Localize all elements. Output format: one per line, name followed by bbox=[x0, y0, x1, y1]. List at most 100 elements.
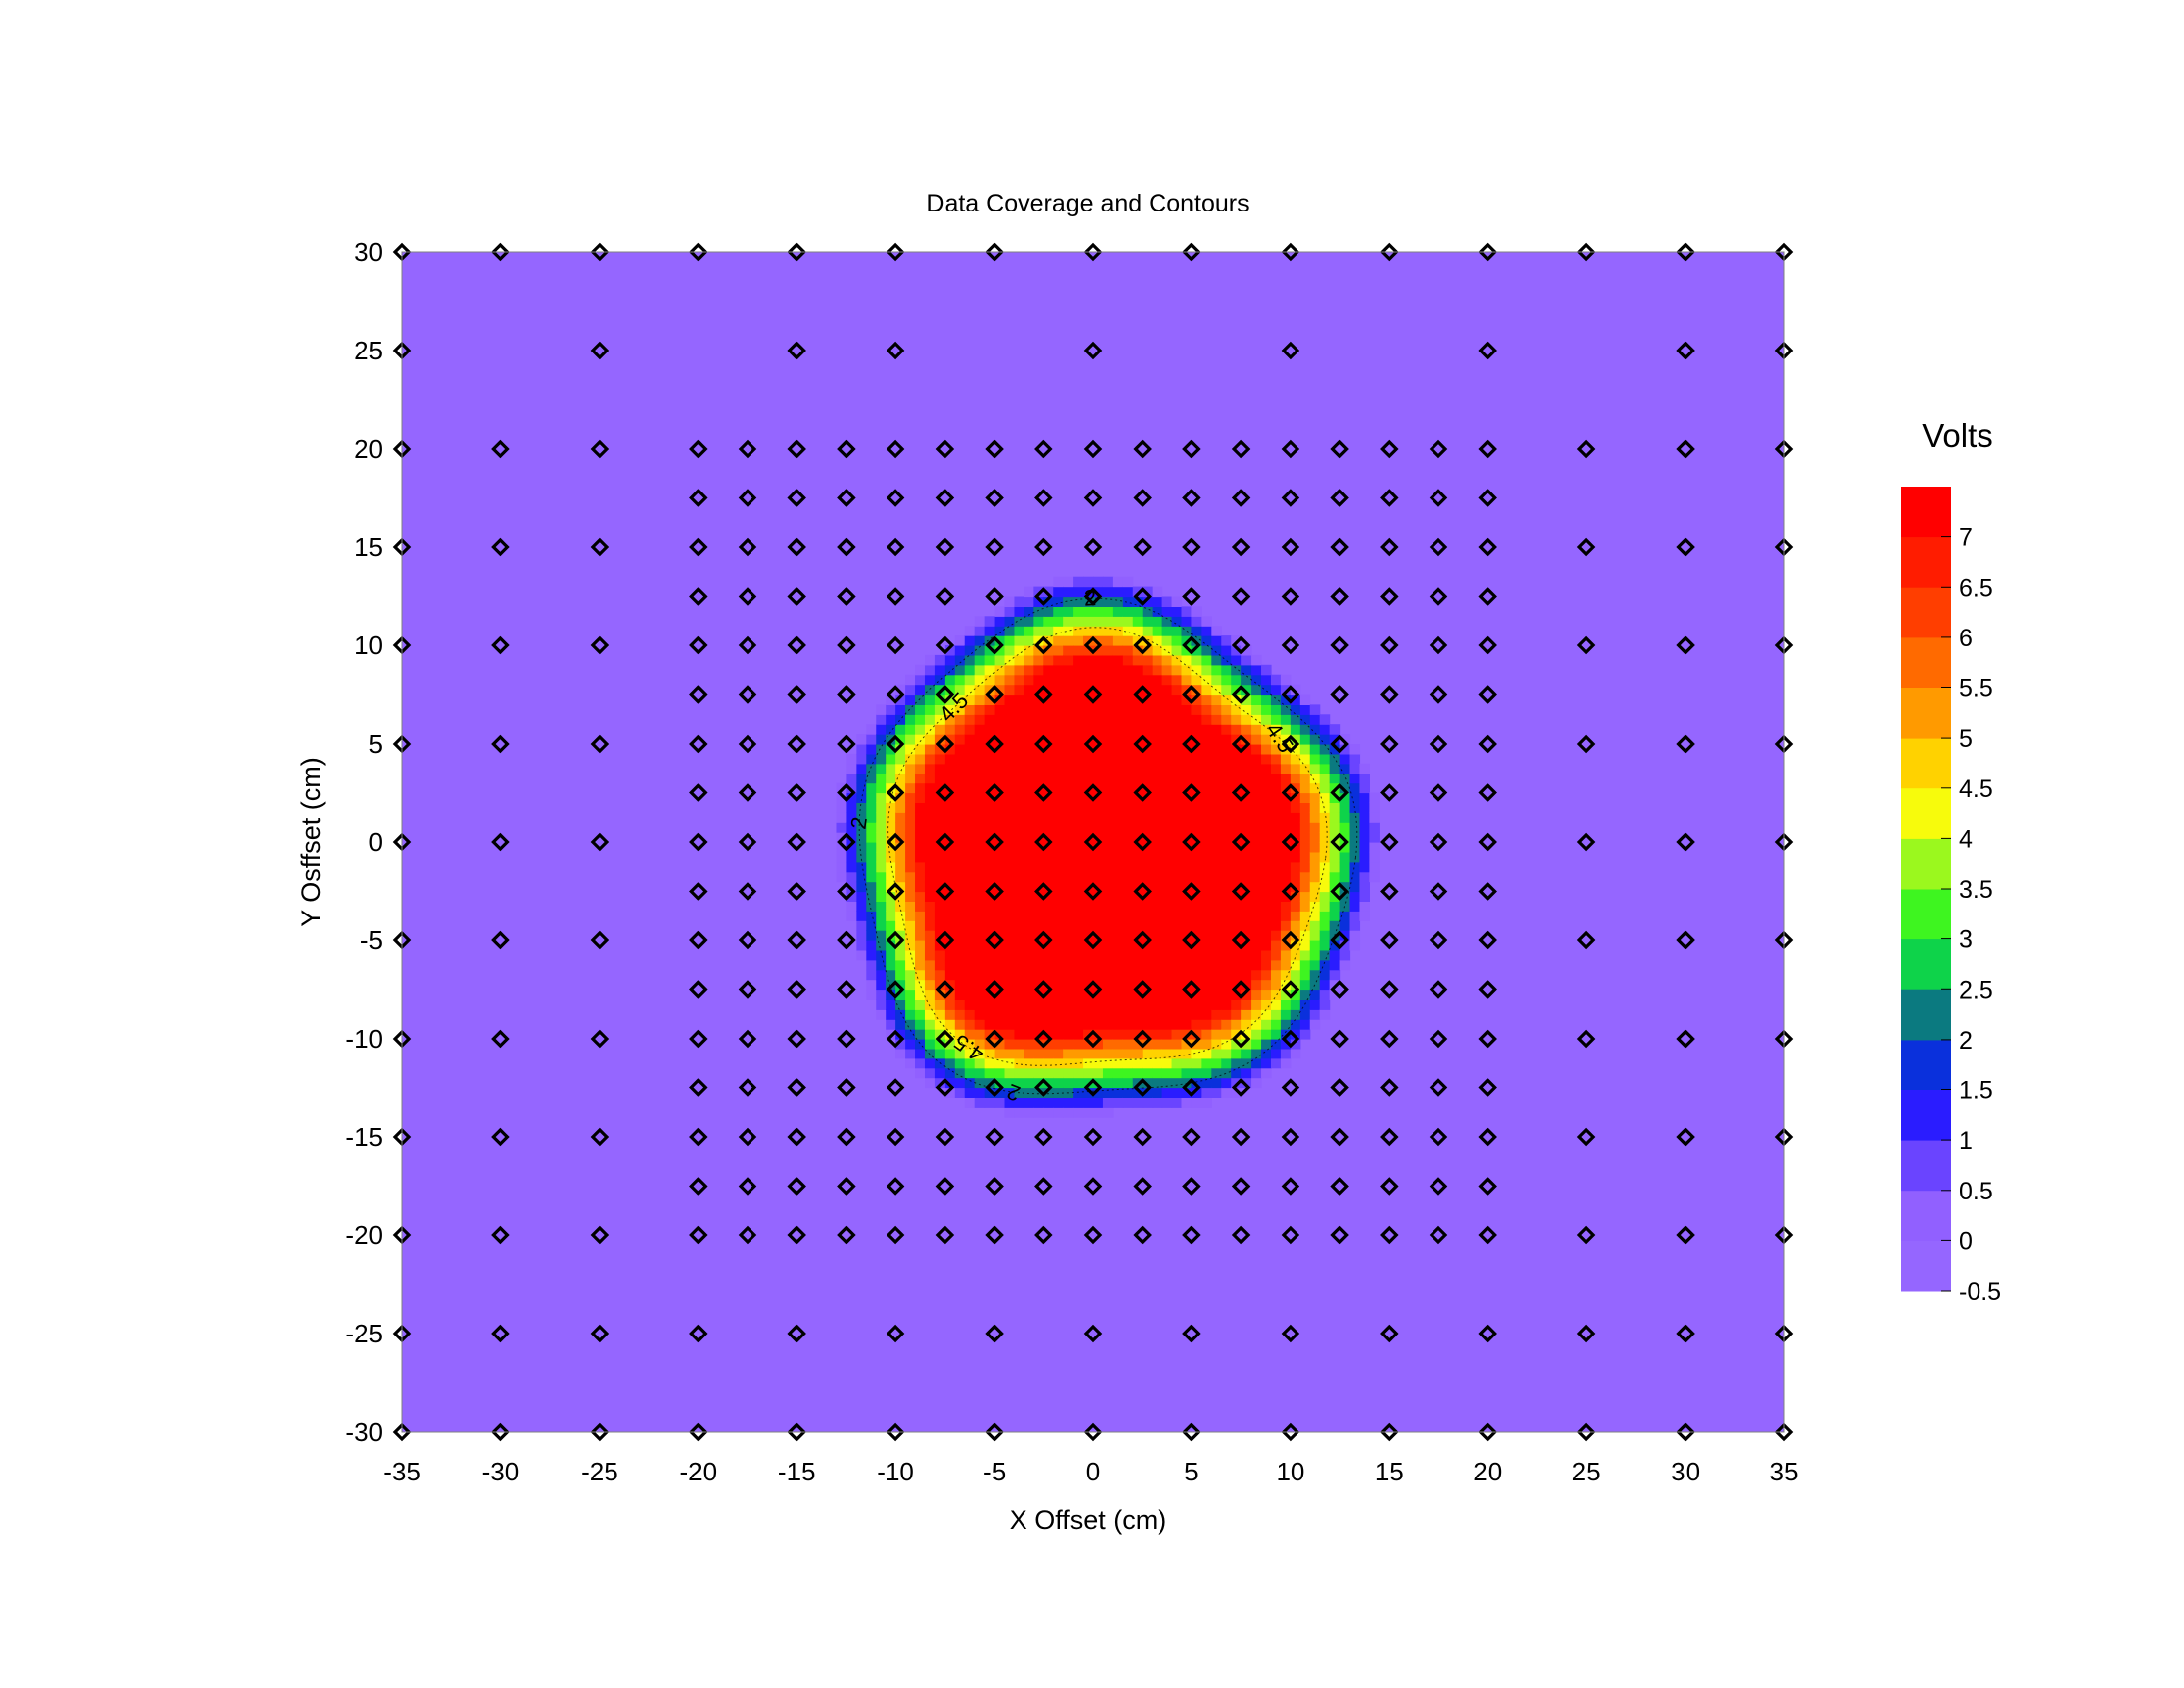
data-point-marker bbox=[1281, 1422, 1300, 1442]
data-point-marker bbox=[738, 882, 757, 901]
data-point-marker bbox=[738, 734, 757, 754]
heat-cell bbox=[1102, 606, 1114, 617]
data-point-marker bbox=[1478, 1177, 1497, 1196]
heat-cell bbox=[954, 734, 966, 745]
heat-cell bbox=[1251, 822, 1262, 833]
heat-cell bbox=[1171, 1048, 1183, 1059]
heat-cell bbox=[1033, 1107, 1044, 1118]
heat-cell bbox=[1063, 1048, 1074, 1059]
heat-cell bbox=[924, 773, 936, 784]
heat-cell bbox=[1161, 654, 1173, 666]
y-tick-label: -25 bbox=[345, 1319, 383, 1348]
heat-cell bbox=[984, 901, 996, 912]
heat-cell bbox=[1211, 949, 1222, 961]
colorbar-band bbox=[1901, 938, 1951, 990]
data-point-marker bbox=[1083, 1422, 1103, 1442]
heat-cell bbox=[1093, 734, 1104, 745]
heat-cell bbox=[994, 1009, 1006, 1020]
heat-cell bbox=[1231, 1009, 1242, 1020]
heat-cell bbox=[1112, 1097, 1124, 1108]
colorbar-tick-label: 6.5 bbox=[1959, 574, 1993, 602]
heat-cell bbox=[1201, 744, 1212, 755]
heat-cell bbox=[954, 802, 966, 813]
heat-cell bbox=[1102, 930, 1114, 941]
data-point-marker bbox=[1231, 882, 1251, 901]
heat-cell bbox=[1043, 616, 1054, 627]
heat-cell bbox=[954, 832, 966, 843]
data-point-marker bbox=[1231, 685, 1251, 704]
heat-cell bbox=[1241, 851, 1252, 863]
heat-cell bbox=[1261, 832, 1272, 843]
data-point-marker bbox=[689, 734, 708, 754]
data-point-marker bbox=[590, 341, 610, 360]
heat-cell bbox=[846, 901, 857, 912]
data-point-marker bbox=[1231, 587, 1251, 606]
heat-cell bbox=[994, 802, 1006, 813]
heat-cell bbox=[1142, 940, 1154, 951]
heat-cell bbox=[964, 1048, 976, 1059]
heat-cell bbox=[1161, 734, 1173, 745]
data-point-marker bbox=[1330, 587, 1349, 606]
heat-cell bbox=[944, 940, 956, 951]
heat-cell bbox=[1083, 812, 1094, 823]
heat-cell bbox=[984, 802, 996, 813]
heat-cell bbox=[1359, 802, 1370, 813]
data-point-marker bbox=[1478, 537, 1497, 557]
heat-cell bbox=[1201, 1039, 1212, 1050]
heat-cell bbox=[1132, 949, 1144, 961]
heat-cell bbox=[1112, 635, 1124, 646]
heat-cell bbox=[1261, 842, 1272, 853]
heat-cell bbox=[1171, 724, 1183, 735]
heat-cell bbox=[954, 674, 966, 686]
heat-cell bbox=[1211, 626, 1222, 636]
heat-cell bbox=[1241, 724, 1252, 735]
heat-cell bbox=[1221, 989, 1232, 1000]
heat-cell bbox=[1161, 782, 1173, 794]
heat-cell bbox=[934, 792, 946, 803]
data-point-marker bbox=[1676, 1029, 1695, 1049]
heat-cell bbox=[1102, 881, 1114, 893]
heat-cell bbox=[1329, 969, 1341, 981]
heat-cell bbox=[1181, 842, 1193, 853]
heat-cell bbox=[1309, 920, 1321, 931]
heat-cell bbox=[886, 999, 896, 1010]
heat-cell bbox=[886, 802, 896, 813]
heat-cell bbox=[994, 832, 1006, 843]
heat-cell bbox=[1152, 1009, 1163, 1020]
data-point-marker bbox=[1281, 685, 1300, 704]
heat-cell bbox=[954, 812, 966, 823]
heat-cell bbox=[944, 989, 956, 1000]
heat-cell bbox=[876, 763, 887, 774]
heat-cell bbox=[1290, 753, 1301, 765]
heat-cell bbox=[1241, 1039, 1252, 1050]
data-point-marker bbox=[1083, 1225, 1103, 1245]
heat-cell bbox=[1369, 851, 1380, 863]
heat-cell bbox=[1309, 949, 1321, 961]
heat-cell bbox=[1142, 1067, 1154, 1079]
data-point-marker bbox=[837, 635, 856, 655]
heat-cell bbox=[1290, 861, 1301, 873]
data-point-marker bbox=[1182, 587, 1201, 606]
heat-cell bbox=[1211, 1057, 1222, 1069]
heat-cell bbox=[1063, 606, 1074, 617]
data-point-marker bbox=[1133, 1029, 1152, 1049]
heat-cell bbox=[1261, 773, 1272, 784]
heat-cell bbox=[1369, 861, 1380, 873]
heat-cell bbox=[1161, 1019, 1173, 1030]
heat-cell bbox=[1142, 1019, 1154, 1030]
heat-cell bbox=[1201, 1048, 1212, 1059]
heat-cell bbox=[1033, 1087, 1044, 1098]
colorbar-band bbox=[1901, 536, 1951, 588]
data-point-marker bbox=[1034, 1127, 1053, 1147]
heat-cell bbox=[1299, 842, 1311, 853]
heat-cell bbox=[1171, 694, 1183, 705]
heat-cell bbox=[1231, 654, 1242, 666]
heat-cell bbox=[1270, 920, 1282, 931]
heat-cell bbox=[1211, 842, 1222, 853]
heat-cell bbox=[1024, 694, 1034, 705]
x-axis-label: X Offset (cm) bbox=[1010, 1505, 1167, 1535]
heat-cell bbox=[1043, 773, 1054, 784]
heat-cell bbox=[1309, 704, 1321, 715]
heat-cell bbox=[1024, 901, 1034, 912]
heat-cell bbox=[1349, 871, 1361, 883]
